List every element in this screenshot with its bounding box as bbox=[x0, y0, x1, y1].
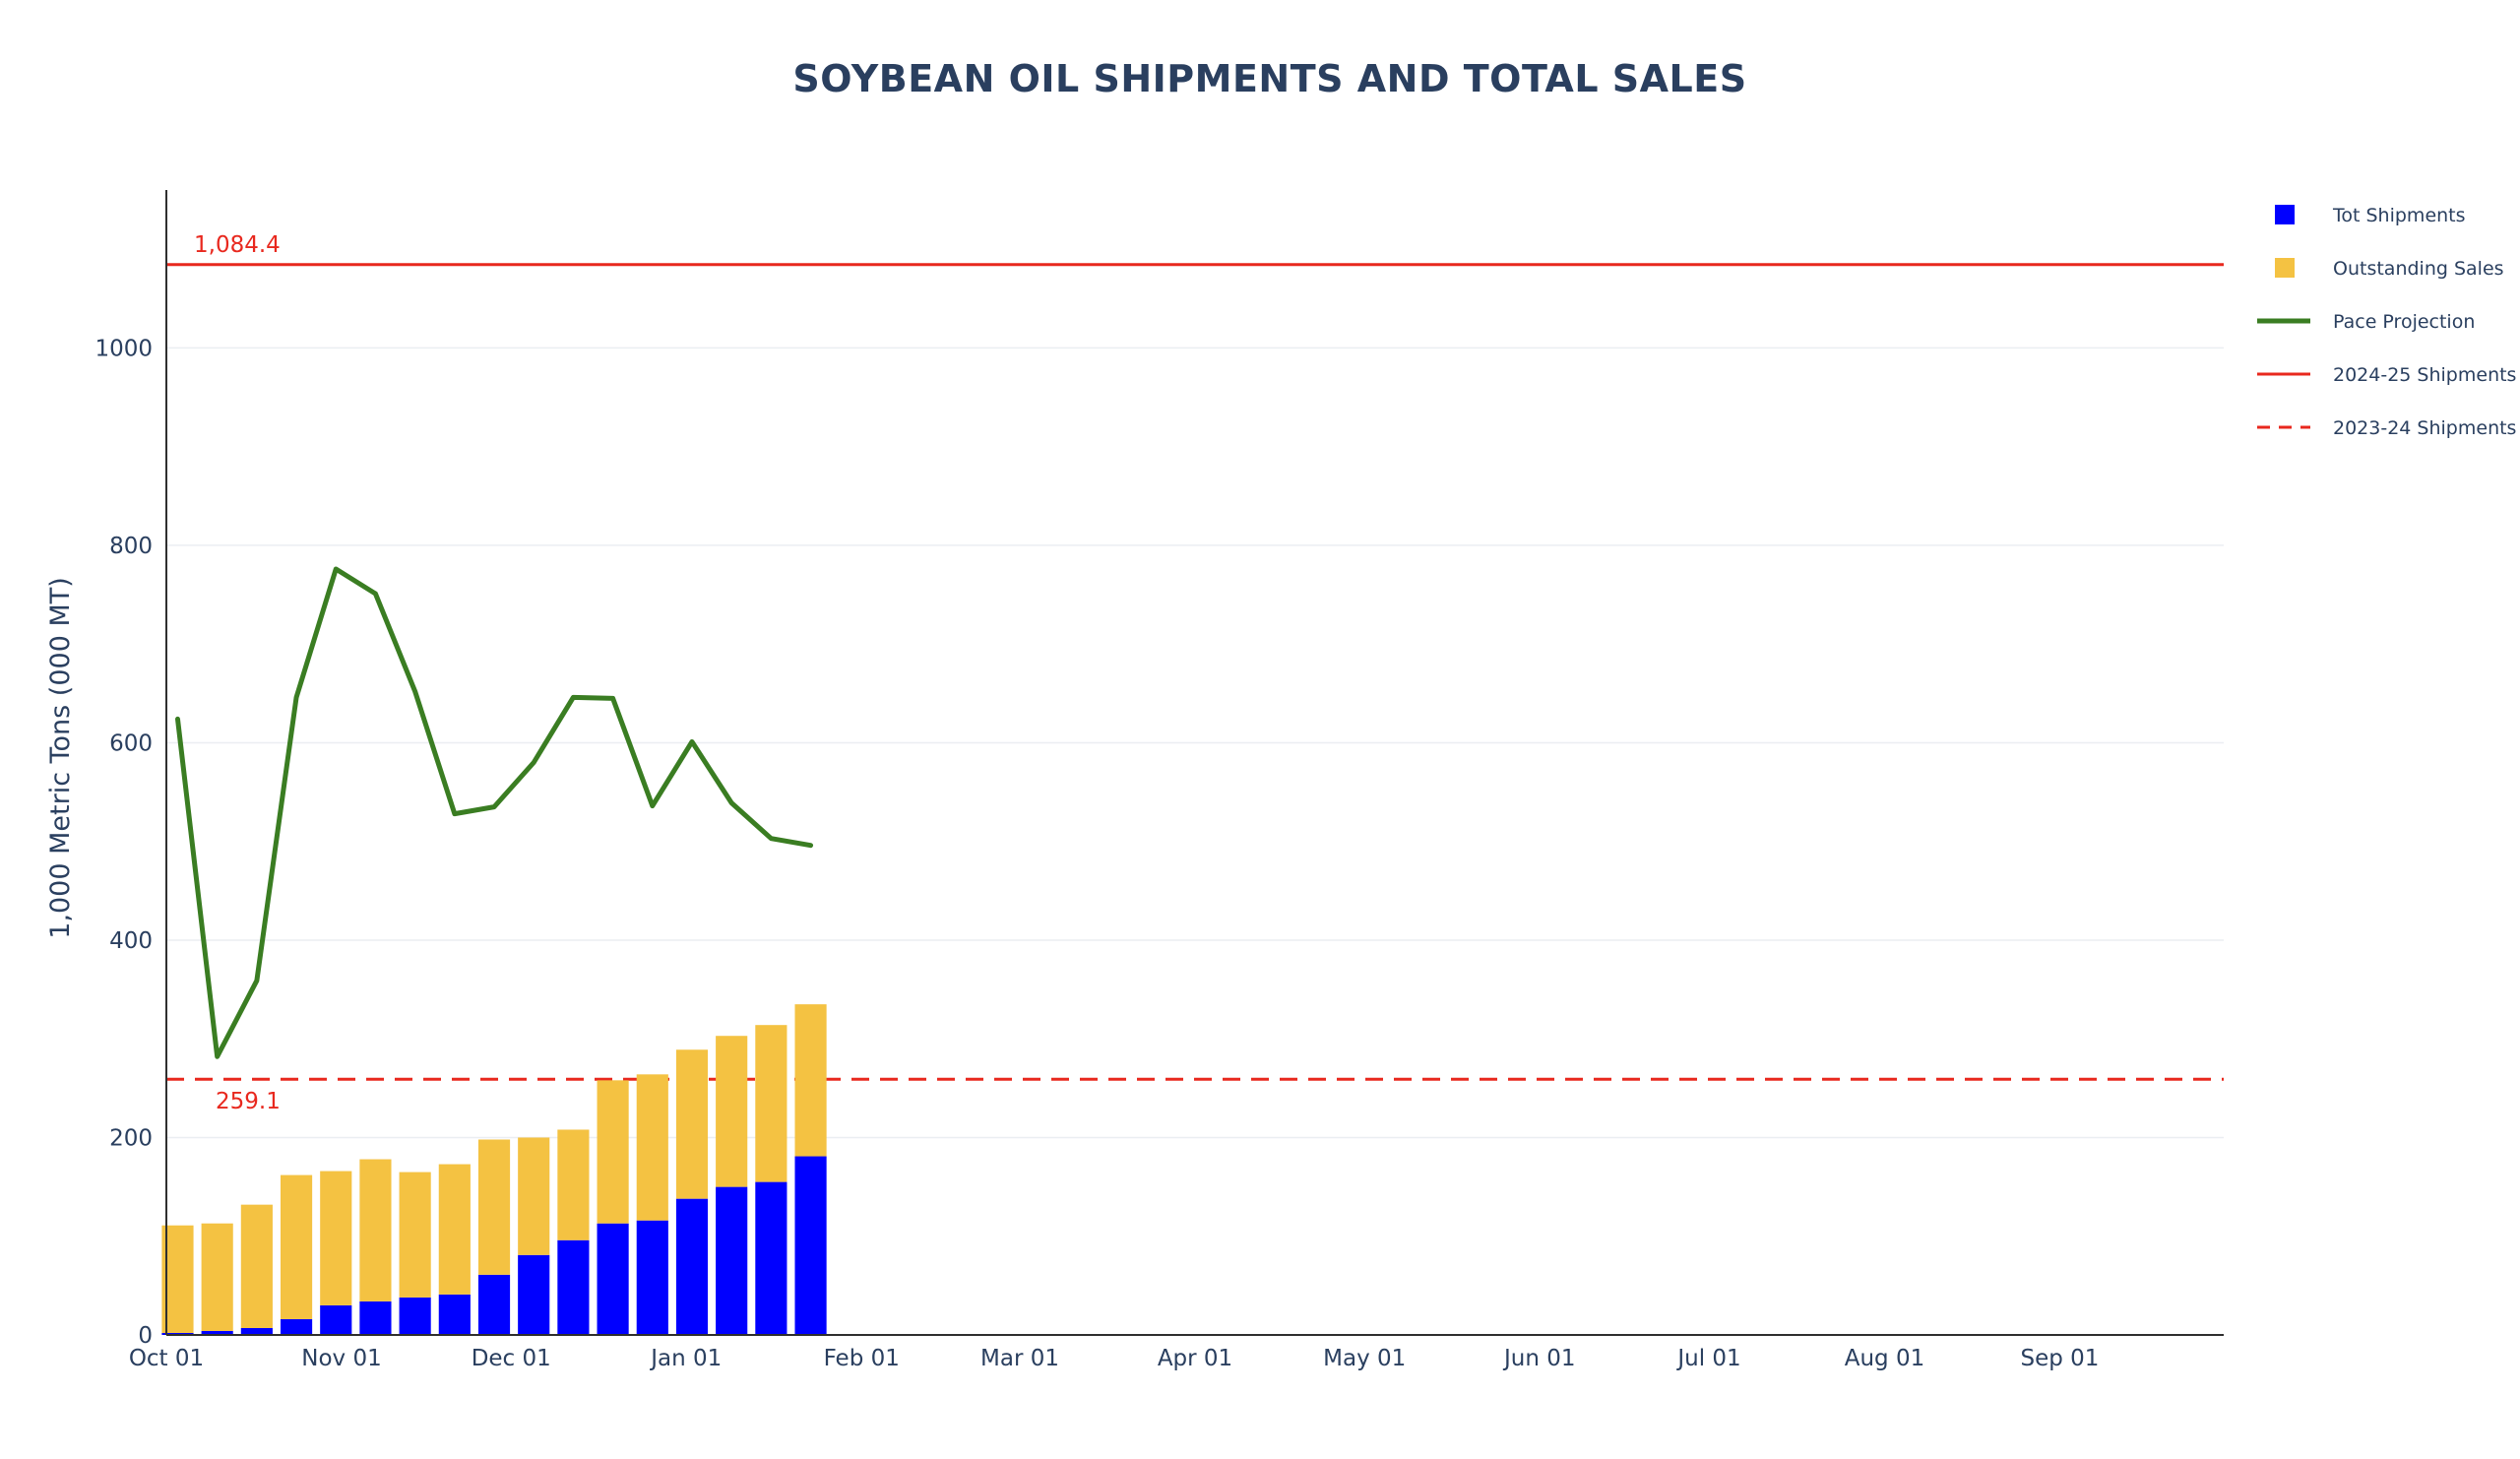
legend[interactable]: Tot Shipments Outstanding Sales Pace Proje… bbox=[2257, 205, 2516, 439]
tot-shipments-bar bbox=[716, 1186, 748, 1335]
y-axis-title: 1,000 Metric Tons (000 MT) bbox=[45, 577, 76, 939]
tot-shipments-bar bbox=[240, 1327, 273, 1335]
x-tick-label: Oct 01 bbox=[129, 1346, 204, 1371]
outstanding-sales-bar bbox=[359, 1159, 392, 1301]
legend-item-outstanding-sales[interactable]: Outstanding Sales bbox=[2275, 258, 2504, 280]
x-tick-label: Mar 01 bbox=[980, 1346, 1059, 1371]
legend-label: 2023-24 Shipments bbox=[2333, 417, 2516, 439]
y-tick-label: 1000 bbox=[94, 336, 153, 361]
legend-swatch bbox=[2275, 258, 2295, 278]
x-tick-label: Aug 01 bbox=[1845, 1346, 1925, 1371]
2023-24-shipments-value-label: 259.1 bbox=[216, 1089, 281, 1114]
outstanding-sales-bar bbox=[240, 1204, 273, 1328]
legend-item-tot-shipments[interactable]: Tot Shipments bbox=[2275, 205, 2466, 226]
y-tick-label: 200 bbox=[109, 1125, 153, 1151]
axes-layer: 0 200 400 600 800 1000 Oct 01 Nov 01 Dec 01 Jan 0… bbox=[94, 190, 2224, 1371]
outstanding-sales-bar bbox=[716, 1036, 748, 1187]
tot-shipments-bar bbox=[399, 1297, 431, 1335]
y-tick-label: 0 bbox=[138, 1323, 153, 1349]
pace-projection-line bbox=[174, 566, 814, 1059]
tot-shipments-bar bbox=[201, 1330, 233, 1335]
outstanding-sales-bar bbox=[755, 1025, 788, 1182]
outstanding-sales-bar bbox=[597, 1080, 629, 1224]
tot-shipments-bar bbox=[597, 1223, 629, 1335]
tot-shipments-bar bbox=[518, 1254, 550, 1335]
x-tick-label: Apr 01 bbox=[1158, 1346, 1232, 1371]
x-tick-label: May 01 bbox=[1323, 1346, 1406, 1371]
x-tick-label: Sep 01 bbox=[2021, 1346, 2100, 1371]
outstanding-sales-bar bbox=[201, 1223, 233, 1331]
tot-shipments-bar bbox=[280, 1318, 313, 1335]
legend-label: Tot Shipments bbox=[2332, 205, 2466, 226]
outstanding-sales-bar bbox=[675, 1049, 709, 1199]
y-tick-label: 600 bbox=[109, 730, 153, 756]
tot-shipments-bar bbox=[636, 1220, 668, 1335]
legend-label: Outstanding Sales bbox=[2333, 258, 2504, 280]
grid-layer bbox=[166, 347, 2224, 1139]
tot-shipments-bar bbox=[794, 1156, 827, 1335]
outstanding-sales-bar bbox=[636, 1074, 668, 1221]
legend-item-2024-25-shipments[interactable]: 2024-25 Shipments bbox=[2257, 364, 2516, 386]
chart-title: SOYBEAN OIL SHIPMENTS AND TOTAL SALES bbox=[792, 57, 1747, 100]
tot-shipments-bar bbox=[359, 1300, 392, 1335]
tot-shipments-bar bbox=[320, 1304, 352, 1335]
outstanding-sales-bar bbox=[518, 1137, 550, 1255]
2024-25-shipments-value-label: 1,084.4 bbox=[194, 232, 281, 258]
x-tick-label: Dec 01 bbox=[472, 1346, 551, 1371]
tot-shipments-bar bbox=[477, 1274, 511, 1335]
y-tick-label: 800 bbox=[109, 534, 153, 559]
outstanding-sales-bar bbox=[477, 1139, 511, 1275]
outstanding-sales-bar bbox=[280, 1174, 313, 1319]
tot-shipments-bar bbox=[557, 1239, 590, 1335]
tot-shipments-bar bbox=[161, 1332, 194, 1335]
legend-item-2023-24-shipments[interactable]: 2023-24 Shipments bbox=[2257, 417, 2516, 439]
legend-label: 2024-25 Shipments bbox=[2333, 364, 2516, 386]
outstanding-sales-bar bbox=[794, 1004, 827, 1157]
x-tick-label: Feb 01 bbox=[824, 1346, 900, 1371]
outstanding-sales-bar bbox=[438, 1164, 471, 1295]
legend-label: Pace Projection bbox=[2333, 311, 2475, 333]
bars-layer bbox=[161, 1004, 827, 1335]
legend-item-pace-projection[interactable]: Pace Projection bbox=[2257, 311, 2475, 333]
outstanding-sales-bar bbox=[320, 1171, 352, 1305]
reference-lines bbox=[166, 263, 2224, 1081]
outstanding-sales-bar bbox=[399, 1172, 431, 1298]
y-tick-label: 400 bbox=[109, 928, 153, 954]
tot-shipments-bar bbox=[755, 1181, 788, 1335]
outstanding-sales-bar bbox=[557, 1129, 590, 1240]
x-tick-label: Jul 01 bbox=[1675, 1346, 1740, 1371]
tot-shipments-bar bbox=[438, 1294, 471, 1335]
annotations-layer: 1,084.4 259.1 bbox=[194, 232, 281, 1114]
tot-shipments-bar bbox=[675, 1198, 709, 1335]
pace-line-layer bbox=[174, 566, 814, 1059]
legend-swatch bbox=[2275, 205, 2295, 224]
x-tick-label: Jan 01 bbox=[649, 1346, 722, 1371]
x-tick-label: Nov 01 bbox=[301, 1346, 381, 1371]
x-tick-label: Jun 01 bbox=[1502, 1346, 1576, 1371]
